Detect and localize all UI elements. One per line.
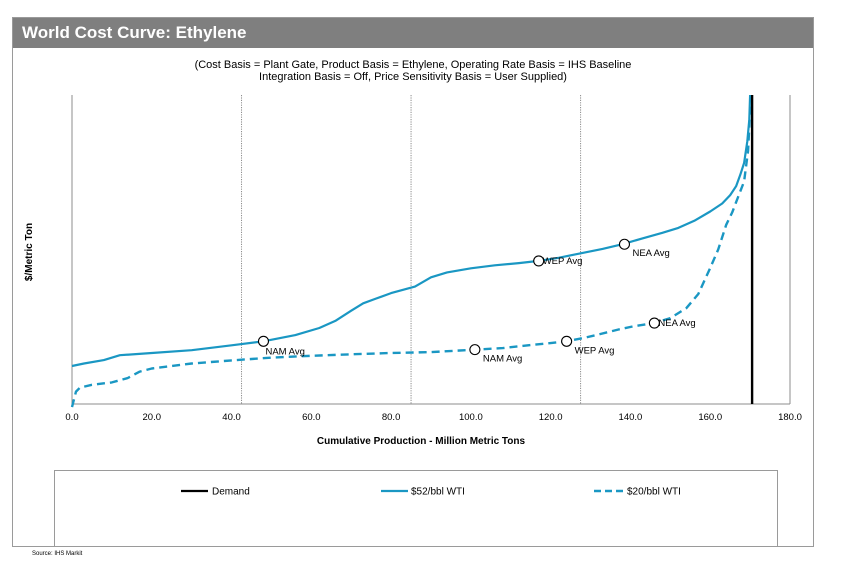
avg-marker <box>618 238 631 250</box>
x-tick-label: 80.0 <box>382 412 401 423</box>
series-line-52-wti <box>71 94 752 368</box>
avg-marker-label: WEP Avg <box>543 256 583 267</box>
marker-layer: NAM Avg WEP Avg NEA Avg NAM Avg WEP Avg NEA A… <box>257 238 696 365</box>
x-tick-label: 100.0 <box>459 412 483 423</box>
x-axis-title: Cumulative Production - Million Metric T… <box>317 436 526 447</box>
x-tick-label: 60.0 <box>302 412 321 423</box>
subtitle-line-2: Integration Basis = Off, Price Sensitivi… <box>259 71 567 83</box>
avg-marker-label: WEP Avg <box>575 345 615 356</box>
legend: Demand $52/bbl WTI $20/bbl WTI <box>181 487 681 498</box>
source-note: Source: IHS Markit <box>32 551 83 557</box>
y-axis-title: $/Metric Ton <box>24 223 35 281</box>
avg-marker-label: NAM Avg <box>265 346 304 357</box>
grid-lines <box>71 95 791 405</box>
avg-marker <box>533 255 545 267</box>
x-tick-label: 40.0 <box>222 412 241 423</box>
title-bar: World Cost Curve: Ethylene <box>13 18 813 48</box>
avg-marker <box>257 335 270 347</box>
legend-label-1: $52/bbl WTI <box>411 487 465 498</box>
avg-marker-label: NEA Avg <box>632 248 669 259</box>
legend-label-0: Demand <box>212 487 250 498</box>
axis-layer: Cumulative Production - Million Metric T… <box>24 223 802 447</box>
x-tick-label: 180.0 <box>778 412 802 423</box>
avg-marker <box>561 335 573 347</box>
avg-marker-label: NAM Avg <box>483 354 522 365</box>
chart-frame: World Cost Curve: Ethylene (Cost Basis =… <box>12 17 814 557</box>
subtitle-line-1: (Cost Basis = Plant Gate, Product Basis … <box>194 59 632 71</box>
avg-marker-label: NEA Avg <box>658 318 695 329</box>
legend-label-2: $20/bbl WTI <box>627 487 681 498</box>
legend-box <box>54 470 778 547</box>
x-tick-label: 120.0 <box>539 412 563 423</box>
avg-marker <box>469 344 481 356</box>
x-tick-label: 0.0 <box>65 412 78 423</box>
chart-title: World Cost Curve: Ethylene <box>22 23 247 42</box>
x-tick-label: 20.0 <box>143 412 162 423</box>
x-tick-label: 160.0 <box>698 412 722 423</box>
series-layer <box>70 94 753 408</box>
avg-marker <box>648 317 660 329</box>
series-line-20-wti <box>70 94 753 408</box>
chart-subtitle: (Cost Basis = Plant Gate, Product Basis … <box>13 59 813 83</box>
x-tick-label: 140.0 <box>619 412 643 423</box>
